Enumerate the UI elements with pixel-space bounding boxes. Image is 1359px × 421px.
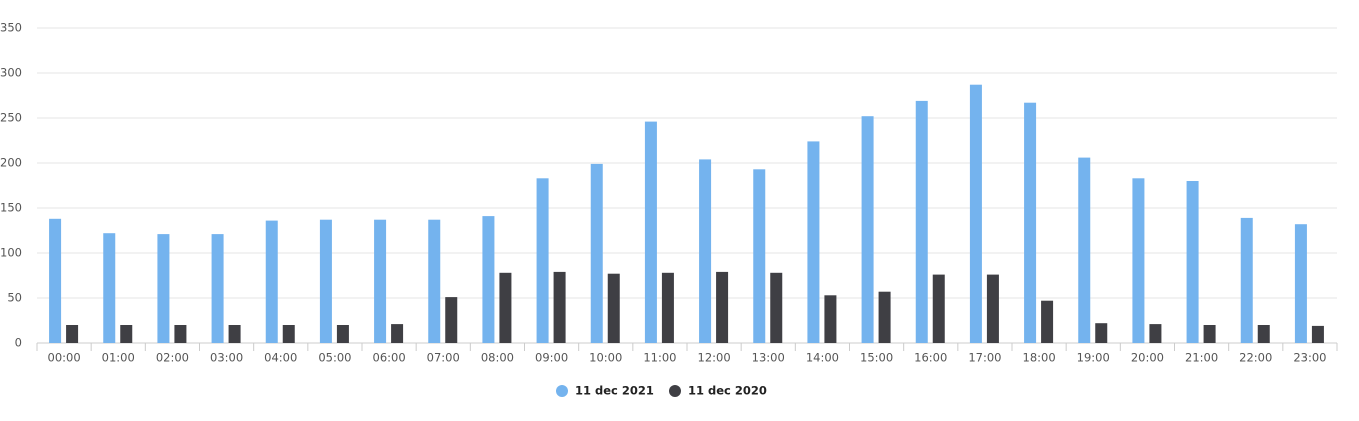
bar [932,274,945,343]
bar [157,234,170,343]
bar [336,325,349,343]
bar [986,274,999,343]
bar [590,163,603,343]
bar [553,271,566,343]
x-tick-label: 17:00 [968,351,1001,365]
y-tick-label: 300 [0,66,22,80]
x-tick-label: 11:00 [643,351,676,365]
legend-label: 11 dec 2020 [688,384,767,398]
bar [211,234,224,343]
bar [265,220,278,343]
x-tick-label: 09:00 [535,351,568,365]
bar [1240,217,1253,343]
x-tick-label: 07:00 [427,351,460,365]
bar [499,272,512,343]
bar [1095,323,1108,343]
bar [282,325,295,343]
bar [861,116,874,343]
x-tick-label: 12:00 [698,351,731,365]
legend-label: 11 dec 2021 [575,384,654,398]
bar [374,219,387,343]
x-tick-label: 08:00 [481,351,514,365]
x-tick-label: 10:00 [589,351,622,365]
y-tick-label: 200 [0,156,22,170]
bar [716,271,729,343]
bar [1294,224,1307,343]
bar [644,121,657,343]
bar [391,324,404,343]
bar [1257,325,1270,343]
x-tick-label: 00:00 [48,351,81,365]
x-tick-label: 04:00 [264,351,297,365]
bar [824,295,837,343]
bar [428,219,441,343]
x-tick-label: 21:00 [1185,351,1218,365]
bar [1186,181,1199,343]
x-tick-label: 01:00 [102,351,135,365]
x-tick-label: 13:00 [752,351,785,365]
bar [1078,157,1091,343]
bar [1203,325,1216,343]
bar [482,216,495,343]
bar [1024,102,1037,343]
y-tick-label: 150 [0,201,22,215]
bar [699,159,712,343]
y-tick-label: 250 [0,111,22,125]
bar [1149,324,1162,343]
bar [228,325,241,343]
bar [607,273,620,343]
x-tick-label: 19:00 [1077,351,1110,365]
bar [120,325,133,343]
x-tick-label: 15:00 [860,351,893,365]
bar [536,178,549,343]
x-tick-label: 03:00 [210,351,243,365]
x-tick-label: 06:00 [373,351,406,365]
legend-marker [556,385,568,397]
bar [878,291,891,343]
y-tick-label: 100 [0,246,22,260]
y-tick-label: 50 [7,291,22,305]
bar [1041,300,1054,343]
x-tick-label: 14:00 [806,351,839,365]
x-tick-label: 05:00 [318,351,351,365]
bar [174,325,187,343]
bar [915,100,928,344]
bar [103,233,116,343]
x-tick-label: 20:00 [1131,351,1164,365]
y-tick-label: 0 [15,336,22,350]
bar [1311,325,1324,343]
bar [66,325,79,343]
bar [661,272,674,343]
bar [445,297,458,343]
bar [49,218,62,343]
x-tick-label: 18:00 [1023,351,1056,365]
legend-marker [669,385,681,397]
x-tick-label: 16:00 [914,351,947,365]
x-tick-label: 02:00 [156,351,189,365]
x-tick-label: 23:00 [1293,351,1326,365]
bar [969,84,982,343]
y-tick-label: 350 [0,21,22,35]
bar [1132,178,1145,343]
bar [753,169,766,343]
bar [770,272,783,343]
bar [319,219,332,343]
bar [807,141,820,343]
x-tick-label: 22:00 [1239,351,1272,365]
